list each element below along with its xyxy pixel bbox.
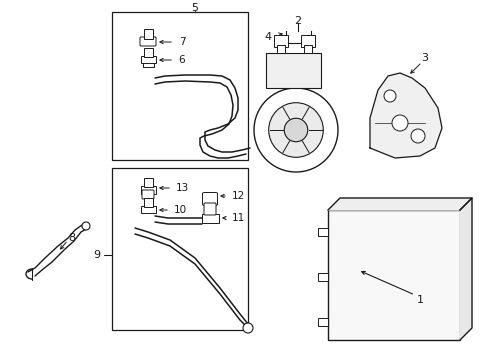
Polygon shape [327, 198, 471, 210]
Text: 9: 9 [93, 250, 101, 260]
Text: 3: 3 [421, 53, 427, 63]
FancyBboxPatch shape [140, 185, 155, 193]
Circle shape [383, 90, 395, 102]
Text: 6: 6 [178, 55, 185, 65]
Circle shape [391, 115, 407, 131]
FancyBboxPatch shape [140, 206, 155, 212]
Bar [327, 210, 459, 340]
Circle shape [410, 129, 424, 143]
FancyBboxPatch shape [140, 37, 156, 46]
Circle shape [284, 118, 307, 142]
Text: 5: 5 [191, 3, 198, 13]
Bar [317, 273, 327, 281]
Text: 4: 4 [264, 32, 271, 42]
Text: 11: 11 [231, 213, 244, 223]
FancyBboxPatch shape [143, 177, 152, 186]
FancyBboxPatch shape [142, 190, 154, 199]
Text: 1: 1 [416, 295, 423, 305]
Text: 12: 12 [231, 191, 244, 201]
Text: 7: 7 [178, 37, 185, 47]
FancyBboxPatch shape [201, 213, 218, 222]
FancyBboxPatch shape [142, 58, 153, 67]
FancyBboxPatch shape [202, 193, 217, 206]
Bar [276, 45, 285, 53]
Circle shape [243, 323, 252, 333]
FancyBboxPatch shape [143, 198, 152, 207]
Bar [112, 12, 247, 160]
Circle shape [253, 88, 337, 172]
Text: 13: 13 [175, 183, 188, 193]
Bar [317, 318, 327, 326]
Bar [273, 35, 287, 47]
Bar [265, 53, 320, 88]
Text: 10: 10 [173, 205, 186, 215]
Bar [112, 168, 247, 330]
FancyBboxPatch shape [143, 28, 152, 39]
FancyBboxPatch shape [143, 48, 152, 57]
Text: 8: 8 [68, 233, 76, 243]
Bar [317, 228, 327, 236]
Text: 2: 2 [294, 16, 301, 26]
FancyBboxPatch shape [203, 203, 216, 215]
Circle shape [268, 103, 323, 157]
Circle shape [82, 222, 90, 230]
Polygon shape [369, 73, 441, 158]
Polygon shape [459, 198, 471, 340]
Bar [301, 35, 314, 47]
FancyBboxPatch shape [140, 55, 155, 63]
Bar [304, 45, 311, 53]
